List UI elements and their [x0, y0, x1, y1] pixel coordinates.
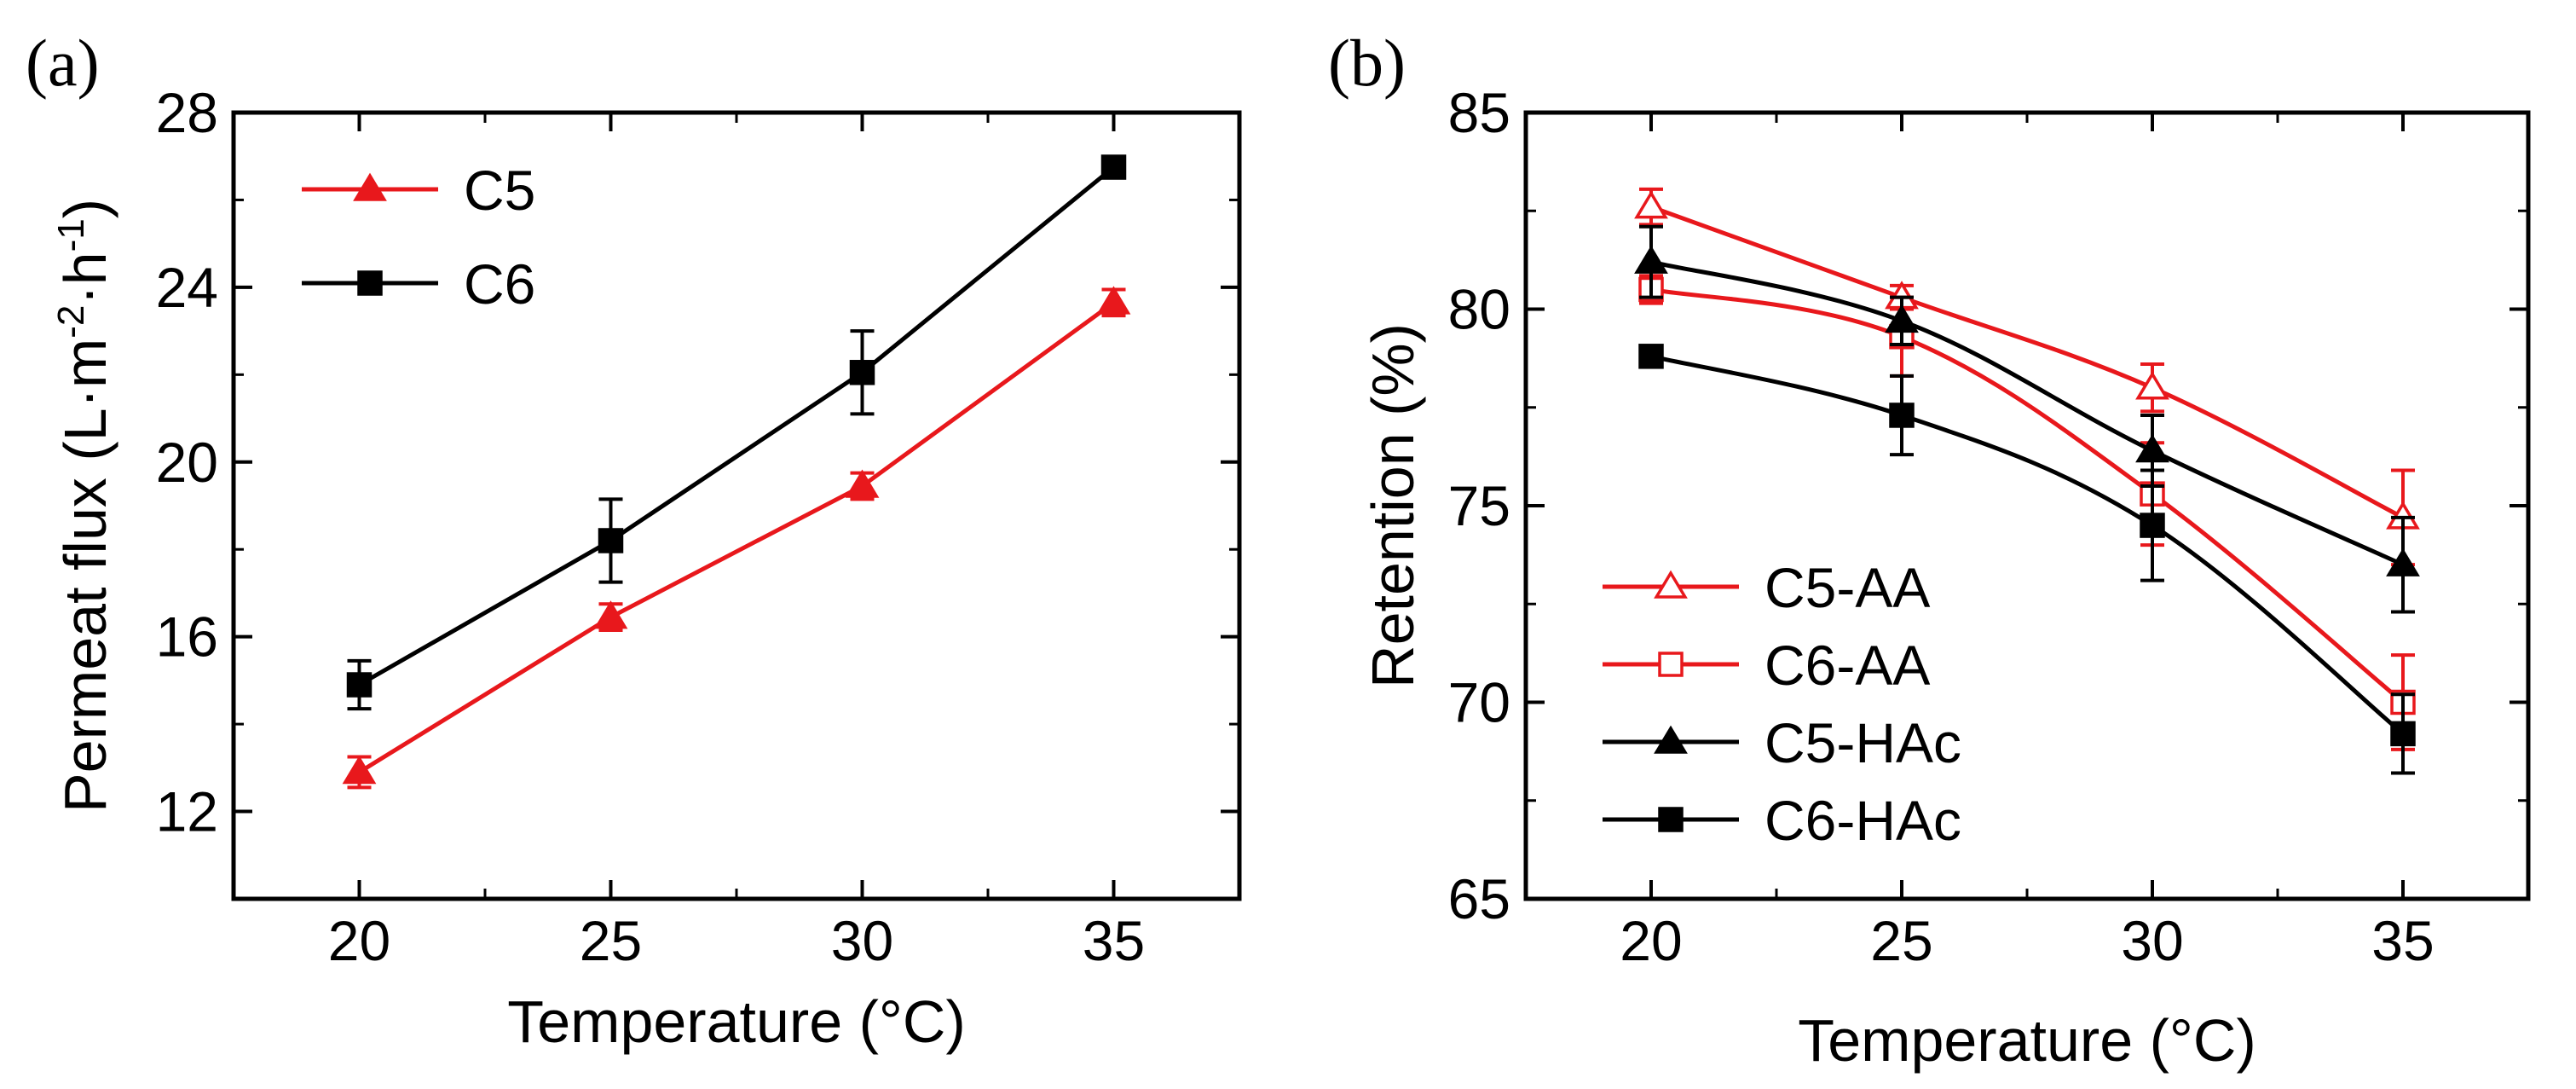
series-c6-aa: [1638, 274, 2416, 751]
data-point-c6-25: [598, 528, 624, 553]
panel-b-chart: (b) 20 25 30 35 65 70 75 80 85 C5-AA C6-AA C5-HAc C6-…: [1328, 26, 2531, 1074]
data-point-c5-hac-30: [2135, 434, 2169, 463]
plot-frame-b: [1523, 110, 2531, 901]
data-point-c5-25: [593, 600, 628, 629]
x-tick-label-a-20: 20: [328, 909, 390, 972]
legend-marker-c6-hac: [1658, 807, 1684, 832]
y-tick-label-a-12: 12: [156, 780, 218, 843]
y-tick-label-b-65: 65: [1448, 867, 1510, 930]
x-axis-title-a: Temperature (°C): [507, 988, 966, 1055]
plot-frame-a: [231, 110, 1242, 901]
x-tick-label-b-20: 20: [1620, 909, 1682, 972]
series-c5: [342, 286, 1131, 790]
y-tick-label-a-16: 16: [156, 605, 218, 669]
x-tick-label-a-30: 30: [831, 909, 893, 972]
x-tick-label-b-30: 30: [2121, 909, 2183, 972]
x-axis-title-b: Temperature (°C): [1798, 1007, 2256, 1074]
data-point-c5-aa-30: [2135, 371, 2169, 400]
data-point-c6-hac-20: [1638, 344, 1664, 369]
series-c5-hac: [1634, 224, 2420, 614]
legend-marker-c6-aa: [1658, 652, 1684, 677]
series-line-c6-aa: [1650, 287, 2405, 704]
y-tick-label-a-24: 24: [156, 256, 218, 319]
panel-label-a: (a): [26, 26, 100, 100]
data-point-c6-20: [346, 672, 373, 698]
y-tick-label-b-70: 70: [1448, 671, 1510, 734]
series-line-c6: [358, 165, 1116, 687]
data-point-c6-hac-35: [2390, 721, 2416, 747]
legend-label-c6: C6: [464, 252, 535, 316]
data-point-c6-30: [849, 360, 875, 385]
legend-label-c5-aa: C5-AA: [1765, 556, 1930, 619]
data-point-c5-aa-20: [1634, 190, 1668, 219]
series-line-c5-aa: [1650, 205, 2405, 520]
data-point-c6-hac-30: [2140, 513, 2165, 538]
y-tick-label-a-28: 28: [156, 81, 218, 144]
x-tick-label-a-25: 25: [580, 909, 642, 972]
x-tick-label-b-35: 35: [2371, 909, 2434, 972]
data-point-c5-35: [1096, 286, 1131, 315]
legend-label-c6-aa: C6-AA: [1765, 634, 1930, 697]
panel-label-b: (b): [1328, 26, 1406, 100]
legend-label-c6-hac: C6-HAc: [1765, 789, 1961, 852]
series-c6: [346, 154, 1127, 711]
data-point-c5-hac-35: [2386, 547, 2420, 576]
legend-marker-c5-aa: [1654, 570, 1688, 599]
y-axis-title-b: Retention (%): [1360, 323, 1426, 688]
series-line-c5: [358, 300, 1115, 774]
legend-marker-c6: [357, 270, 383, 296]
x-tick-label-a-35: 35: [1083, 909, 1145, 972]
data-point-c6-35: [1100, 154, 1127, 180]
x-tick-label-b-25: 25: [1870, 909, 1932, 972]
data-point-c5-hac-20: [1634, 245, 1668, 274]
series-line-c5-hac: [1650, 259, 2405, 567]
y-axis-title-a: Permeat flux (L·m-2·h-1): [50, 199, 118, 813]
series-c6-hac: [1638, 344, 2416, 775]
y-tick-label-b-80: 80: [1448, 278, 1510, 341]
legend-label-c5-hac: C5-HAc: [1765, 711, 1961, 774]
y-tick-label-b-85: 85: [1448, 81, 1510, 144]
data-point-c5-30: [845, 469, 880, 498]
y-tick-label-a-20: 20: [156, 431, 218, 494]
y-tick-label-b-75: 75: [1448, 474, 1510, 537]
series-line-c6-hac: [1650, 354, 2405, 736]
data-point-c6-hac-25: [1889, 403, 1915, 428]
data-point-c5-hac-25: [1885, 304, 1919, 333]
data-point-c5-20: [342, 756, 377, 785]
legend-marker-c5: [353, 172, 387, 201]
legend-marker-c5-hac: [1654, 725, 1688, 754]
legend-b: C5-AA C6-AA C5-HAc C6-HAc: [1603, 556, 1961, 852]
legend-label-c5: C5: [464, 159, 535, 222]
